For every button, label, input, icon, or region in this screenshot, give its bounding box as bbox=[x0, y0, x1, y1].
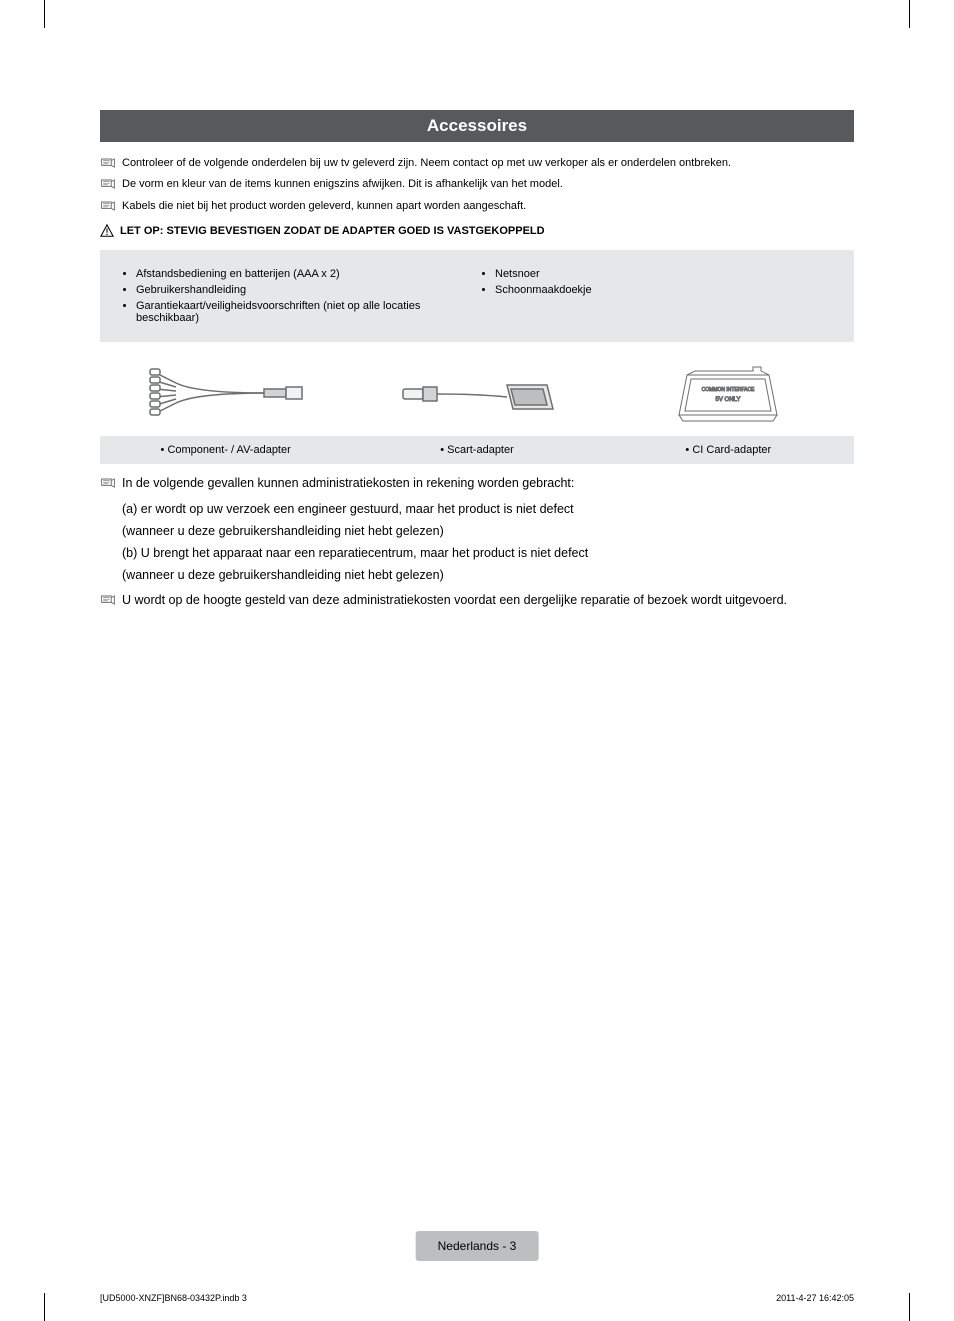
note-line: In de volgende gevallen kunnen administr… bbox=[100, 474, 854, 493]
section-header: Accessoires bbox=[100, 110, 854, 142]
body-line: (wanneer u deze gebruikershandleiding ni… bbox=[122, 521, 854, 541]
accessories-list-box: Afstandsbediening en batterijen (AAA x 2… bbox=[100, 250, 854, 342]
note-icon bbox=[100, 200, 116, 212]
note-line: De vorm en kleur van de items kunnen eni… bbox=[100, 177, 854, 192]
accessories-col-right: Netsnoer Schoonmaakdoekje bbox=[477, 264, 836, 328]
svg-text:5V ONLY: 5V ONLY bbox=[716, 397, 741, 403]
page-number-badge: Nederlands - 3 bbox=[416, 1231, 539, 1261]
note-text: Controleer of de volgende onderdelen bij… bbox=[122, 156, 731, 171]
accessories-col-left: Afstandsbediening en batterijen (AAA x 2… bbox=[118, 264, 477, 328]
adapter-label: Scart-adapter bbox=[351, 444, 602, 456]
note-text: In de volgende gevallen kunnen administr… bbox=[122, 474, 574, 493]
crop-mark bbox=[44, 0, 45, 28]
accessory-item: Netsnoer bbox=[495, 268, 836, 280]
note-icon bbox=[100, 178, 116, 190]
scart-adapter-image bbox=[351, 365, 602, 425]
adapter-images-row: COMMON INTERFACE 5V ONLY bbox=[100, 360, 854, 430]
print-footer-right: 2011-4-27 16:42:05 bbox=[776, 1293, 854, 1303]
note-text: U wordt op de hoogte gesteld van deze ad… bbox=[122, 591, 787, 610]
body-line: (b) U brengt het apparaat naar een repar… bbox=[122, 543, 854, 563]
accessory-item: Gebruikershandleiding bbox=[136, 284, 477, 296]
note-line: Kabels die niet bij het product worden g… bbox=[100, 199, 854, 214]
accessory-item: Schoonmaakdoekje bbox=[495, 284, 836, 296]
page-content: Accessoires Controleer of de volgende on… bbox=[100, 110, 854, 616]
body-line: (wanneer u deze gebruikershandleiding ni… bbox=[122, 565, 854, 585]
svg-text:COMMON INTERFACE: COMMON INTERFACE bbox=[702, 387, 755, 393]
accessory-item: Afstandsbediening en batterijen (AAA x 2… bbox=[136, 268, 477, 280]
accessory-item: Garantiekaart/veiligheidsvoorschriften (… bbox=[136, 300, 477, 324]
crop-mark bbox=[44, 1293, 45, 1321]
caution-text: LET OP: STEVIG BEVESTIGEN ZODAT DE ADAPT… bbox=[120, 225, 545, 237]
note-text: De vorm en kleur van de items kunnen eni… bbox=[122, 177, 563, 192]
adapter-label: CI Card-adapter bbox=[603, 444, 854, 456]
adapter-label: Component- / AV-adapter bbox=[100, 444, 351, 456]
crop-mark bbox=[909, 0, 910, 28]
note-line: Controleer of de volgende onderdelen bij… bbox=[100, 156, 854, 171]
caution-line: LET OP: STEVIG BEVESTIGEN ZODAT DE ADAPT… bbox=[100, 224, 854, 238]
crop-mark bbox=[909, 1293, 910, 1321]
note-icon bbox=[100, 157, 116, 169]
print-footer-left: [UD5000-XNZF]BN68-03432P.indb 3 bbox=[100, 1293, 247, 1303]
note-icon bbox=[100, 593, 116, 605]
note-icon bbox=[100, 476, 116, 488]
ci-card-adapter-image: COMMON INTERFACE 5V ONLY bbox=[603, 365, 854, 425]
warning-icon bbox=[100, 224, 114, 238]
adapter-labels-row: Component- / AV-adapter Scart-adapter CI… bbox=[100, 436, 854, 464]
note-line: U wordt op de hoogte gesteld van deze ad… bbox=[100, 591, 854, 610]
indented-paragraphs: (a) er wordt op uw verzoek een engineer … bbox=[122, 499, 854, 585]
component-av-adapter-image bbox=[100, 365, 351, 425]
note-text: Kabels die niet bij het product worden g… bbox=[122, 199, 526, 214]
body-line: (a) er wordt op uw verzoek een engineer … bbox=[122, 499, 854, 519]
